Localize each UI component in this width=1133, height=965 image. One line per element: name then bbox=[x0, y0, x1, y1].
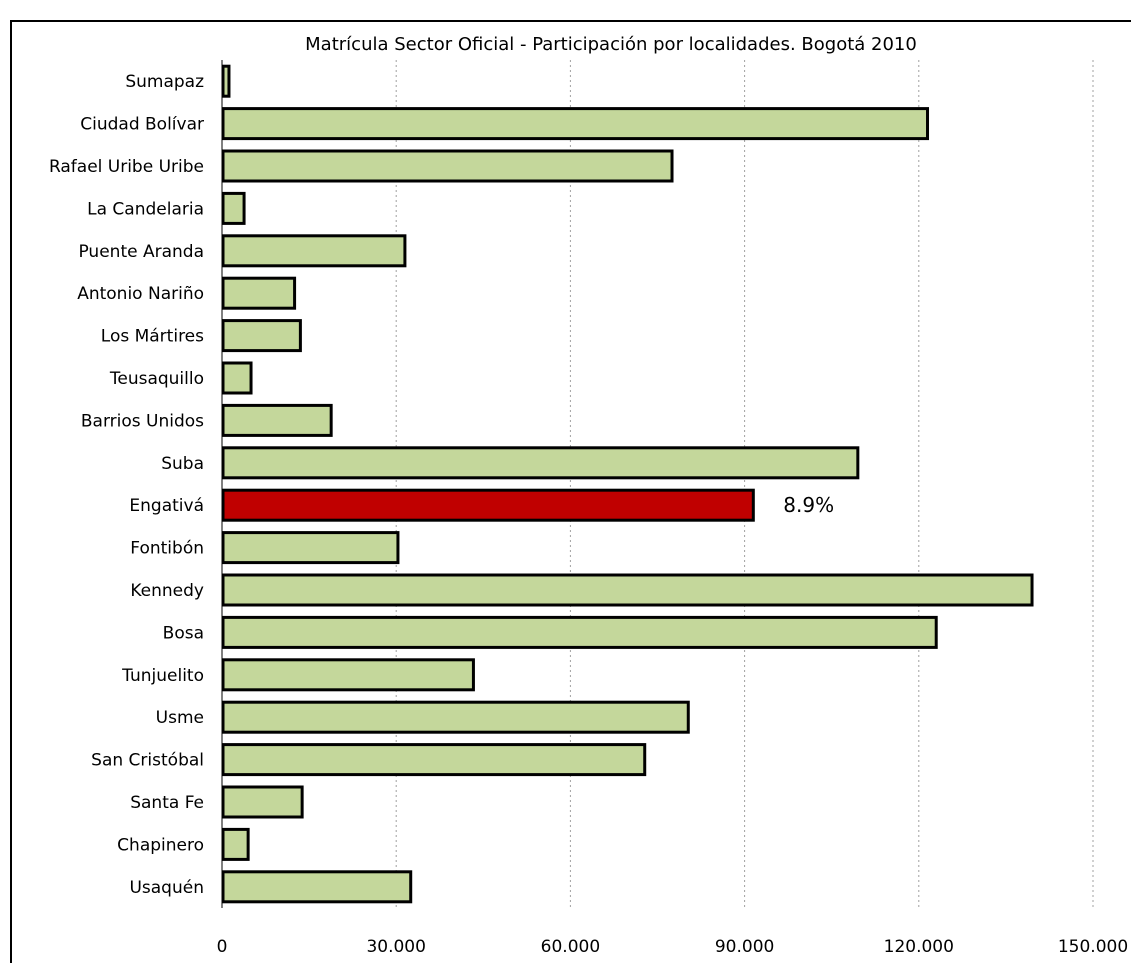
bar-santa-fe bbox=[221, 785, 304, 819]
bar-la-candelaria bbox=[221, 191, 246, 225]
category-label: Antonio Nariño bbox=[77, 284, 204, 304]
category-label: Chapinero bbox=[117, 835, 204, 855]
x-tick-label: 150.000 bbox=[1058, 937, 1128, 957]
bar-suba bbox=[221, 446, 860, 480]
category-label: Usaquén bbox=[129, 878, 204, 898]
category-label: Los Mártires bbox=[101, 327, 204, 347]
x-tick-label: 0 bbox=[217, 937, 228, 957]
bar-antonio-nari-o bbox=[221, 276, 297, 310]
bar-barrios-unidos bbox=[221, 403, 333, 437]
x-tick-label: 30.000 bbox=[366, 937, 425, 957]
bar-sumapaz bbox=[221, 64, 231, 98]
bar-engativ- bbox=[221, 488, 755, 522]
category-label: Santa Fe bbox=[130, 793, 204, 813]
bar-usme bbox=[221, 700, 690, 734]
category-label: Suba bbox=[161, 454, 204, 474]
chart-frame bbox=[10, 20, 1131, 963]
bar-bosa bbox=[221, 615, 938, 649]
category-label: Fontibón bbox=[130, 539, 204, 559]
x-tick-label: 90.000 bbox=[715, 937, 774, 957]
bar-ciudad-bol-var bbox=[221, 107, 930, 141]
category-label: Kennedy bbox=[130, 581, 204, 601]
x-tick-label: 60.000 bbox=[541, 937, 600, 957]
chart-title: Matrícula Sector Oficial - Participación… bbox=[305, 34, 917, 55]
bar-puente-aranda bbox=[221, 234, 407, 268]
category-label: Rafael Uribe Uribe bbox=[49, 157, 204, 177]
category-label: Barrios Unidos bbox=[81, 411, 204, 431]
bar-chapinero bbox=[221, 827, 250, 861]
category-label: La Candelaria bbox=[87, 199, 204, 219]
category-label: Puente Aranda bbox=[78, 242, 204, 262]
category-label: San Cristóbal bbox=[91, 751, 204, 771]
bar-san-crist-bal bbox=[221, 743, 647, 777]
category-label: Tunjuelito bbox=[121, 666, 204, 686]
category-label: Teusaquillo bbox=[109, 369, 204, 389]
x-tick-label: 120.000 bbox=[884, 937, 954, 957]
bar-fontib-n bbox=[221, 531, 400, 565]
category-label: Bosa bbox=[163, 623, 204, 643]
bar-rafael-uribe-uribe bbox=[221, 149, 674, 183]
bar-teusaquillo bbox=[221, 361, 253, 395]
bar-los-m-rtires bbox=[221, 319, 302, 353]
category-label: Engativá bbox=[129, 496, 204, 516]
bar-usaqu-n bbox=[221, 870, 413, 904]
category-label: Sumapaz bbox=[125, 72, 204, 92]
category-label: Usme bbox=[156, 708, 204, 728]
bar-tunjuelito bbox=[221, 658, 475, 692]
bar-kennedy bbox=[221, 573, 1034, 607]
data-label: 8.9% bbox=[783, 493, 834, 517]
category-label: Ciudad Bolívar bbox=[80, 115, 204, 135]
